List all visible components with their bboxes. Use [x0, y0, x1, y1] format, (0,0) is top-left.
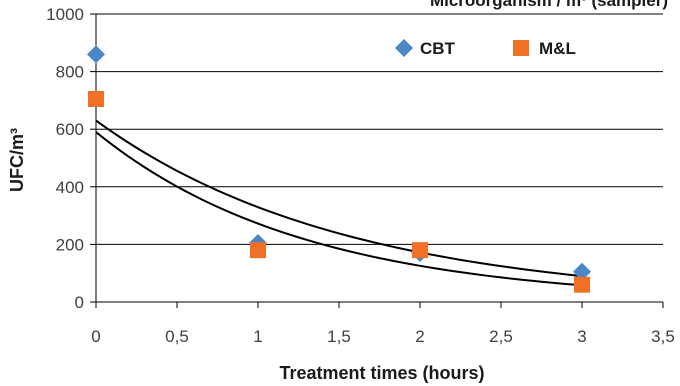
data-points	[87, 45, 591, 293]
tick-labels: 0 200 400 600 800 1000 0 0,5 1 1,5 2 2,5 3 3,5	[46, 5, 675, 346]
gridlines	[96, 13, 663, 245]
data-point-ml	[88, 90, 104, 107]
axes	[90, 13, 664, 308]
x-tick-label: 2,5	[489, 327, 513, 346]
x-axis-title: Treatment times (hours)	[279, 363, 484, 383]
legend-label-cbt: CBT	[420, 39, 456, 58]
y-tick-label: 400	[56, 178, 84, 197]
legend-marker-ml	[513, 40, 529, 56]
data-point-ml	[412, 242, 428, 259]
x-tick-label: 3	[577, 327, 586, 346]
x-tick-label: 0	[91, 327, 100, 346]
data-point-ml	[574, 276, 590, 293]
y-tick-label: 200	[56, 235, 84, 254]
legend-marker-cbt	[395, 39, 413, 57]
x-tick-label: 1	[253, 327, 262, 346]
x-tick-label: 2	[415, 327, 424, 346]
y-tick-label: 0	[75, 293, 84, 312]
y-tick-label: 1000	[46, 5, 84, 24]
trendline-2	[95, 131, 583, 287]
y-tick-label: 800	[56, 63, 84, 82]
x-tick-label: 3,5	[651, 327, 675, 346]
chart-title: Microorganism / m³ (sampler)	[430, 0, 668, 10]
y-axis-title: UFC/m³	[7, 128, 27, 192]
legend: CBT M&L	[395, 39, 576, 58]
x-tick-label: 1,5	[327, 327, 351, 346]
data-point-cbt	[573, 262, 591, 281]
trendline-1	[95, 119, 583, 278]
legend-label-ml: M&L	[539, 39, 576, 58]
x-tick-label: 0,5	[165, 327, 189, 346]
y-tick-label: 600	[56, 120, 84, 139]
data-point-ml	[250, 242, 266, 259]
data-point-cbt	[87, 45, 105, 64]
trendlines	[95, 119, 583, 287]
